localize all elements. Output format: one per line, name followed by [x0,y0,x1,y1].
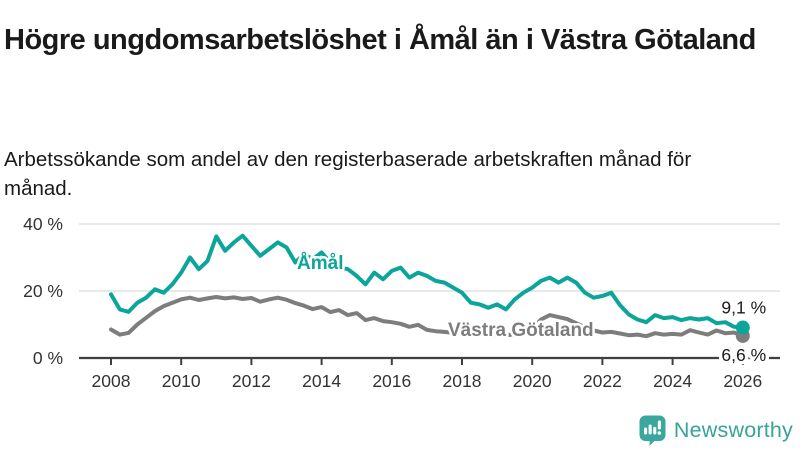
series-label-0: Åmål [297,253,343,274]
newsworthy-bar-chart-icon [639,415,666,446]
newsworthy-logo: Newsworthy [639,413,793,447]
x-tick-label: 2020 [513,371,552,391]
y-tick-label: 40 % [23,214,63,234]
series-end-label-0: 9,1 % [721,298,766,318]
x-tick-label: 2018 [443,371,482,391]
series-line-1 [109,295,745,339]
page-title: Högre ungdomsarbetslöshet i Åmål än i Vä… [4,24,756,57]
series-end-label-1: 6,6 % [721,345,766,365]
series-end-dot-0 [735,320,750,335]
x-tick-label: 2016 [372,371,411,391]
x-tick-label: 2014 [302,371,341,391]
series-label-1: Västra Götaland [448,320,594,341]
chart-subtitle: Arbetssökande som andel av den registerb… [4,147,692,201]
x-tick-label: 2022 [583,371,622,391]
x-tick-label: 2026 [723,371,762,391]
y-tick-label: 20 % [23,281,63,301]
series-line-0 [109,233,745,330]
x-tick-label: 2024 [653,371,692,391]
x-tick-label: 2010 [162,371,201,391]
newsworthy-wordmark: Newsworthy [673,417,793,442]
x-tick-label: 2012 [232,371,271,391]
y-tick-label: 0 % [33,348,63,368]
x-tick-label: 2008 [92,371,131,391]
